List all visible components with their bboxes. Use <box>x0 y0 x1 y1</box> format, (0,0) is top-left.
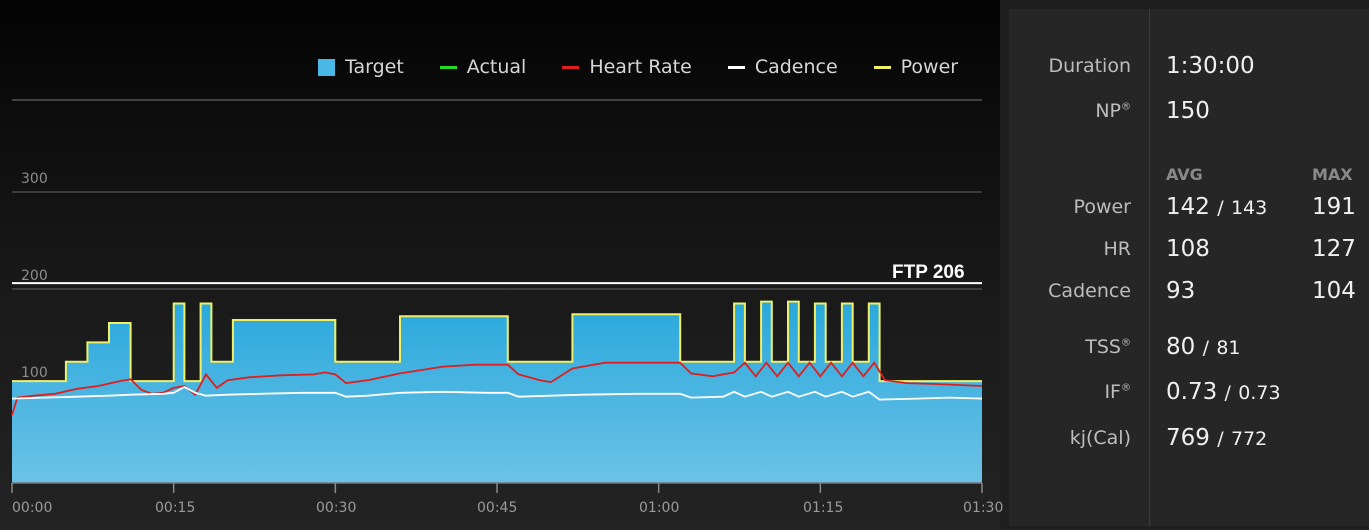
if-label: IF® <box>1104 381 1131 403</box>
legend-target[interactable]: Target <box>318 56 404 78</box>
hr-max-value: 127 <box>1312 236 1356 262</box>
x-tick-label: 01:00 <box>639 500 680 516</box>
power-swatch-icon <box>873 65 891 69</box>
power-line <box>12 300 982 383</box>
kj-label: kj(Cal) <box>1069 427 1131 449</box>
registered-mark-icon: ® <box>1121 101 1131 113</box>
x-tick-label: 00:00 <box>12 500 53 516</box>
tss-label: TSS® <box>1085 336 1131 358</box>
cadence-label: Cadence <box>1048 280 1131 302</box>
power-label: Power <box>1073 196 1131 218</box>
power-avg-value: 142 / 143 <box>1166 194 1268 220</box>
x-tick-label: 00:45 <box>477 500 518 516</box>
avg-header: AVG <box>1166 165 1203 184</box>
y-tick-label: 100 <box>21 365 48 381</box>
workout-stats-panel: Duration 1:30:00 NP® 150 AVG MAX Power 1… <box>1009 9 1369 526</box>
duration-value: 1:30:00 <box>1166 53 1255 79</box>
legend-heart-rate-label: Heart Rate <box>589 56 692 78</box>
x-tick-label: 01:30 <box>963 500 1004 516</box>
legend-power[interactable]: Power <box>873 56 959 78</box>
chart-canvas[interactable] <box>0 0 1000 530</box>
np-label: NP® <box>1095 100 1131 122</box>
max-header: MAX <box>1312 165 1353 184</box>
legend-cadence[interactable]: Cadence <box>727 56 838 78</box>
x-tick-label: 01:15 <box>803 500 844 516</box>
stats-divider <box>1149 9 1150 526</box>
hr-label: HR <box>1103 238 1132 260</box>
hr-avg-value: 108 <box>1166 236 1210 262</box>
power-max-value: 191 <box>1312 194 1356 220</box>
legend-target-label: Target <box>345 56 404 78</box>
x-tick-label: 00:30 <box>316 500 357 516</box>
np-value: 150 <box>1166 98 1210 124</box>
registered-mark-icon: ® <box>1121 382 1131 394</box>
workout-chart[interactable]: Target Actual Heart Rate Cadence Power 3… <box>0 0 1004 530</box>
actual-swatch-icon <box>439 65 457 69</box>
y-tick-label: 200 <box>21 268 48 284</box>
target-swatch-icon <box>318 58 335 76</box>
legend-heart-rate[interactable]: Heart Rate <box>562 56 692 78</box>
duration-label: Duration <box>1048 55 1131 77</box>
legend-actual-label: Actual <box>466 56 527 78</box>
tss-value: 80 / 81 <box>1166 334 1241 360</box>
cadence-swatch-icon <box>727 65 745 69</box>
chart-legend: Target Actual Heart Rate Cadence Power <box>318 56 958 78</box>
ftp-label: FTP 206 <box>892 262 965 283</box>
x-tick-label: 00:15 <box>155 500 196 516</box>
heart-rate-swatch-icon <box>562 65 580 69</box>
legend-cadence-label: Cadence <box>754 56 838 78</box>
cadence-avg-value: 93 <box>1166 278 1196 304</box>
y-tick-label: 300 <box>21 171 48 187</box>
cadence-line <box>11 385 983 401</box>
registered-mark-icon: ® <box>1121 337 1131 349</box>
legend-actual[interactable]: Actual <box>439 56 527 78</box>
cadence-max-value: 104 <box>1312 278 1356 304</box>
if-value: 0.73 / 0.73 <box>1166 379 1281 405</box>
kj-value: 769 / 772 <box>1166 425 1268 451</box>
legend-power-label: Power <box>900 56 959 78</box>
